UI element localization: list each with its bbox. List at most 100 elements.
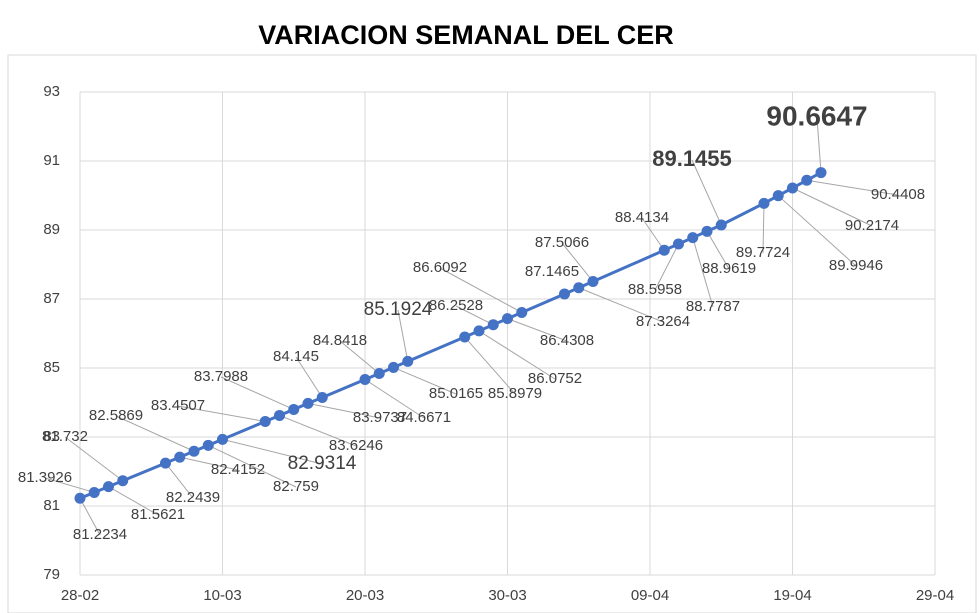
point [402,355,414,367]
point [573,282,585,294]
data-label: 90.2174 [845,217,899,234]
leader-line [165,462,194,499]
point [502,313,513,325]
data-label: 87.1465 [525,263,579,280]
leader-line [177,405,266,422]
leader-line [806,179,899,196]
point [373,367,385,379]
y-tick-label: 83 [43,428,60,445]
leader-line [762,203,765,254]
data-label: 90.6647 [766,100,867,131]
point [687,232,699,244]
data-label: 82.759 [273,478,319,495]
data-label: 89.7724 [736,244,790,261]
data-label: 86.6092 [413,259,467,276]
leader-line [364,379,425,419]
data-label: 85.8979 [488,385,542,402]
data-label: 81.3926 [18,469,72,486]
data-label: 83.4507 [151,397,205,414]
point [715,219,727,231]
data-label: 86.2528 [429,297,483,314]
point [658,244,670,256]
y-tick-label: 87 [43,290,60,307]
point [772,190,784,202]
leader-line [478,330,556,380]
leader-line [295,356,323,398]
point [787,182,798,194]
data-label: 82.5869 [89,407,143,424]
point [516,306,528,318]
leader-line [792,187,873,227]
leader-line [393,366,457,395]
data-label: 88.5958 [628,281,682,298]
leader-line [706,231,730,270]
y-tick-label: 79 [43,566,60,583]
x-tick-label: 09-04 [631,587,669,604]
leader-line [220,376,294,410]
data-label: 85.1924 [364,299,433,320]
point [459,331,471,343]
x-tick-label: 29-04 [916,587,954,604]
leader-line [108,486,159,516]
point [359,373,371,385]
chart-frame [7,54,977,613]
data-label: 88.9619 [702,260,756,277]
data-label: 81.732 [42,428,88,445]
x-tick-label: 10-03 [203,587,241,604]
leader-line [79,498,101,536]
point [160,457,171,469]
data-label: 83.7988 [194,368,248,385]
leader-line [115,415,195,452]
data-label: 83.6246 [329,437,383,454]
leader-line [691,159,722,226]
point [316,391,328,403]
data-label: 82.2439 [166,489,220,506]
point [559,288,570,300]
chart-title: VARIACION SEMANAL DEL CER [258,20,674,50]
x-tick-label: 20-03 [346,587,384,604]
point [202,439,214,451]
point [388,361,399,373]
y-tick-label: 93 [43,83,60,100]
leader-line [439,267,522,313]
leader-line [654,243,679,291]
point [673,238,684,250]
point [302,397,314,409]
leader-line [208,444,297,488]
data-label: 89.1455 [652,146,732,171]
leader-line [222,438,323,465]
point [758,197,770,209]
leader-line [816,117,822,173]
leader-line [507,318,568,342]
leader-line [561,242,594,282]
point [88,486,100,498]
data-label: 82.4152 [211,461,265,478]
leader-line [578,287,664,323]
leader-line [455,305,494,326]
point [174,451,186,463]
data-label: 86.0752 [528,370,582,387]
data-label: 84.145 [273,348,319,365]
data-label: 89.9946 [829,257,883,274]
point [188,445,200,457]
leader-line [692,237,714,308]
point [473,325,485,337]
y-tick-label: 85 [43,359,60,376]
data-label: 83.9737 [353,409,407,426]
leader-line [64,436,124,482]
data-label: 84.6671 [397,409,451,426]
data-label: 87.5066 [535,234,589,251]
data-label: 81.5621 [131,506,185,523]
leader-line [44,477,95,493]
point [587,276,599,288]
x-tick-label: 19-04 [773,587,811,604]
data-label: 82.9314 [288,453,357,474]
leader-line [397,309,409,362]
x-tick-label: 30-03 [488,587,526,604]
point [487,319,499,331]
leader-line [464,336,516,395]
point [217,433,228,445]
point [117,475,129,487]
point [259,415,271,427]
